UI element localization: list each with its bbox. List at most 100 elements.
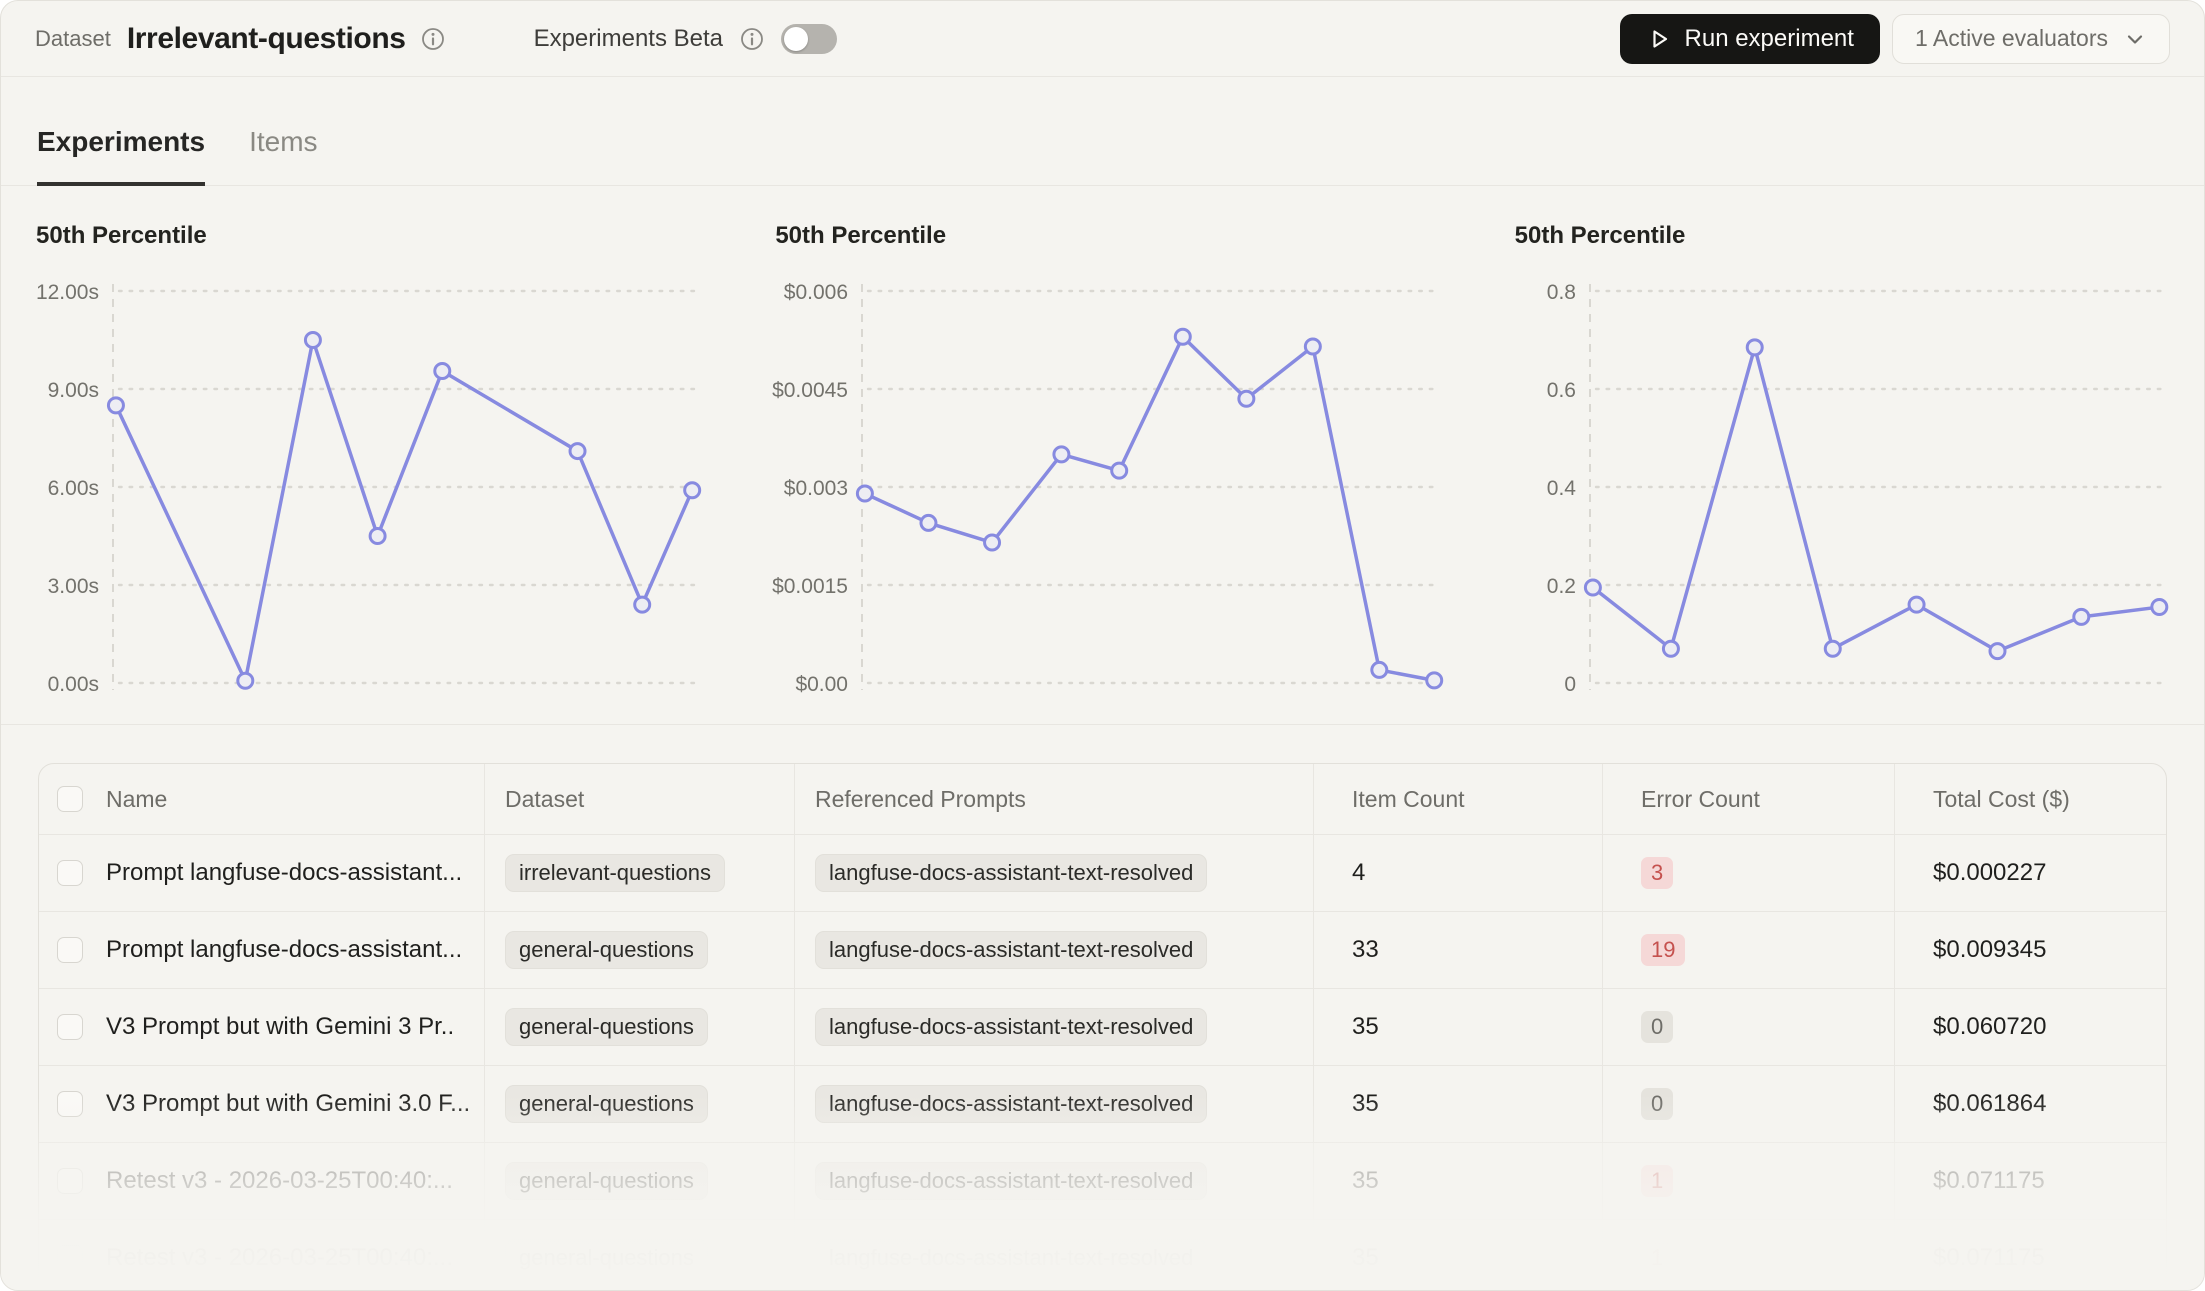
data-point-marker[interactable] [1425,671,1444,690]
data-point-marker[interactable] [1174,327,1193,346]
experiments-beta-info-icon[interactable] [739,26,765,52]
data-point-marker[interactable] [106,396,125,415]
top-bar-actions: Run experiment 1 Active evaluators [1619,13,2170,64]
experiment-name: Prompt langfuse-docs-assistant... [106,859,463,886]
prompt-chip[interactable]: langfuse-docs-assistant-text-resolved [815,1085,1208,1123]
table-row[interactable]: Retest v3 - 2026-03-25T00:40:... general-… [39,1143,2166,1220]
data-point-marker[interactable] [1370,660,1389,679]
cell-referenced-prompts: langfuse-docs-assistant-text-resolved [795,912,1314,989]
cell-name: Retest v3 - 2026-03-25T00:40:... [39,1143,485,1220]
data-point-marker[interactable] [1304,337,1323,356]
y-axis-tick-label: 0.8 [1546,281,1575,304]
table-row[interactable]: V3 Prompt but with Gemini 3 Pr.. general-… [39,989,2166,1066]
data-point-marker[interactable] [1907,595,1926,614]
data-point-marker[interactable] [568,442,587,461]
data-point-marker[interactable] [368,527,387,545]
experiments-beta-toggle[interactable] [781,23,837,54]
select-all-checkbox[interactable] [57,786,83,812]
data-point-marker[interactable] [919,513,938,532]
data-point-marker[interactable] [1745,338,1764,357]
cell-item-count: 35 [1314,1220,1603,1290]
cell-name: V3 Prompt but with Gemini 3 Pr.. [39,989,485,1066]
row-checkbox[interactable] [57,937,83,963]
y-axis-tick-label: 9.00s [48,379,99,402]
active-evaluators-dropdown[interactable]: 1 Active evaluators [1891,13,2170,64]
cell-error-count: 3 [1603,835,1895,912]
data-point-marker[interactable] [1823,639,1842,658]
tab-items[interactable]: Items [249,126,318,157]
data-point-marker[interactable] [1988,642,2007,661]
cell-dataset: general-questions [485,912,795,989]
prompt-chip[interactable]: langfuse-docs-assistant-text-resolved [815,931,1208,969]
prompt-chip[interactable]: langfuse-docs-assistant-text-resolved [815,854,1208,892]
cell-error-count: 0 [1603,1066,1895,1143]
data-point-marker[interactable] [433,362,452,381]
item-count-value: 4 [1352,859,1366,886]
item-count-value: 35 [1352,1167,1379,1194]
data-point-marker[interactable] [856,484,875,503]
data-point-marker[interactable] [2149,598,2168,617]
y-axis-tick-label: $0.006 [784,281,848,304]
dataset-chip[interactable]: general-questions [505,931,708,969]
row-checkbox[interactable] [57,1014,83,1040]
data-point-marker[interactable] [983,533,1002,552]
experiments-beta-group: Experiments Beta [534,23,837,54]
chart-title: 50th Percentile [36,222,207,249]
cell-item-count: 35 [1314,1143,1603,1220]
total-cost-value: $0.009345 [1933,936,2047,963]
dataset-name: Irrelevant-questions [126,21,406,55]
y-axis-tick-label: $0.003 [784,477,848,500]
data-point-marker[interactable] [303,331,322,349]
cell-dataset: general-questions [485,1220,795,1290]
error-count-badge: 1 [1641,1242,1674,1274]
cell-item-count: 35 [1314,1066,1603,1143]
experiment-name: V3 Prompt but with Gemini 3.0 F... [106,1090,471,1117]
prompt-chip[interactable]: langfuse-docs-assistant-text-resolved [815,1008,1208,1046]
error-count-badge: 19 [1641,934,1686,966]
data-point-marker[interactable] [1110,461,1129,480]
table-header-row: Name Dataset Referenced Prompts Item Count E… [39,764,2166,835]
y-axis-tick-label: $0.0045 [772,379,848,402]
dataset-chip[interactable]: general-questions [505,1162,708,1200]
cell-referenced-prompts: langfuse-docs-assistant-text-resolved [795,989,1314,1066]
total-cost-value: $0.000227 [1933,859,2047,886]
item-count-value: 35 [1352,1013,1379,1040]
total-cost-value: $0.071175 [1933,1167,2045,1194]
error-count-badge: 1 [1641,1165,1674,1197]
data-point-marker[interactable] [1661,639,1680,658]
data-point-marker[interactable] [2071,607,2090,626]
row-checkbox[interactable] [57,1091,83,1117]
table-row[interactable]: V3 Prompt but with Gemini 3.0 F... genera… [39,1066,2166,1143]
data-point-marker[interactable] [633,595,652,614]
table-row[interactable]: Prompt langfuse-docs-assistant... general… [39,912,2166,989]
tab-experiments[interactable]: Experiments [37,126,206,186]
chart-title: 50th Percentile [1514,222,1686,249]
chart-card-cost: 50th Percentile $0.006 $0.0045 $0.003 $0.00… [740,186,1479,724]
dataset-chip[interactable]: general-questions [505,1008,708,1046]
dataset-chip[interactable]: general-questions [505,1239,708,1277]
row-checkbox[interactable] [57,860,83,886]
table-row[interactable]: Prompt langfuse-docs-assistant... irrelev… [39,835,2166,912]
dataset-chip[interactable]: general-questions [505,1085,708,1123]
data-point-marker[interactable] [236,671,255,690]
table-row[interactable]: Retest v3 - 2026-03-25T00:40:... general-… [39,1220,2166,1290]
column-header-label: Referenced Prompts [815,785,1026,812]
dataset-info-icon[interactable] [420,26,446,52]
row-checkbox[interactable] [57,1168,83,1194]
data-point-marker[interactable] [1052,445,1071,464]
y-axis-tick-label: 12.00s [36,281,99,304]
data-point-marker[interactable] [1237,389,1256,408]
dataset-chip[interactable]: irrelevant-questions [505,854,725,892]
prompt-chip[interactable]: langfuse-docs-assistant-text-resolved [815,1162,1208,1200]
run-experiment-button[interactable]: Run experiment [1619,13,1880,64]
data-point-marker[interactable] [683,481,702,500]
table-body: Prompt langfuse-docs-assistant... irrelev… [39,835,2166,1290]
item-count-value: 35 [1352,1090,1379,1117]
row-checkbox[interactable] [57,1245,83,1271]
data-point-marker[interactable] [1583,578,1602,597]
column-header-label: Error Count [1641,785,1760,812]
run-experiment-label: Run experiment [1684,24,1854,52]
cell-error-count: 0 [1603,989,1895,1066]
prompt-chip[interactable]: langfuse-docs-assistant-text-resolved [815,1239,1208,1277]
